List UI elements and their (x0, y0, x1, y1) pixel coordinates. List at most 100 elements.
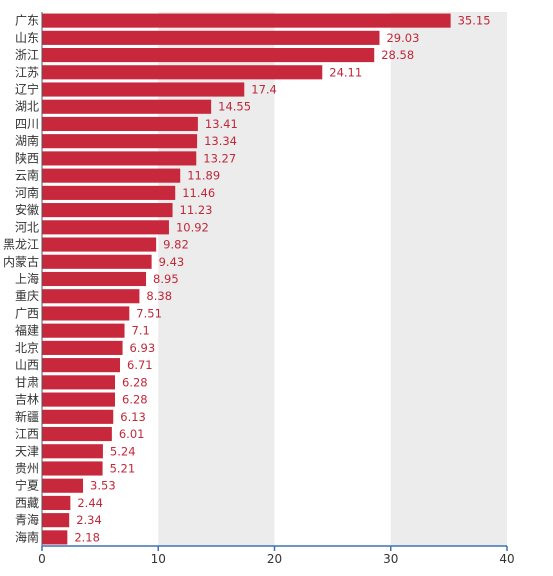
bar (42, 48, 375, 63)
value-label: 6.01 (119, 427, 145, 441)
x-tick-label: 40 (499, 552, 514, 566)
x-tick-label: 20 (267, 552, 282, 566)
value-label: 35.15 (458, 14, 491, 28)
category-label: 湖北 (15, 99, 39, 114)
bar (42, 306, 130, 321)
bar (42, 151, 197, 166)
value-label: 11.46 (182, 186, 215, 200)
bar (42, 254, 152, 269)
value-labels: 35.15 29.03 28.58 24.11 17.414.55 13.41 13.34 1… (74, 14, 490, 545)
bar (42, 530, 68, 545)
value-label: 6.28 (122, 393, 148, 407)
bar (42, 237, 157, 252)
category-label: 上海 (15, 271, 39, 286)
category-label: 江西 (15, 427, 39, 441)
category-label: 山西 (15, 358, 39, 372)
category-label: 宁夏 (15, 478, 39, 493)
value-label: 6.93 (130, 341, 156, 355)
value-label: 28.58 (381, 48, 414, 62)
bar (42, 220, 169, 235)
grid-bands (158, 12, 507, 546)
value-label: 7.51 (136, 306, 162, 320)
category-label: 新疆 (15, 409, 39, 424)
value-label: 6.13 (120, 410, 146, 424)
category-label: 天津 (15, 444, 39, 458)
category-label: 山东 (15, 31, 39, 45)
category-label: 甘肃 (15, 375, 39, 389)
bar (42, 99, 212, 114)
category-label: 广东 (15, 14, 39, 28)
category-label: 吉林 (15, 393, 39, 407)
value-label: 17.4 (251, 83, 277, 97)
value-label: 9.43 (159, 255, 185, 269)
bar (42, 30, 380, 45)
value-label: 10.92 (176, 220, 209, 234)
value-label: 14.55 (218, 100, 251, 114)
bars (42, 13, 451, 545)
bar (42, 134, 198, 149)
value-label: 13.34 (204, 134, 237, 148)
value-label: 3.53 (90, 479, 116, 493)
bar (42, 375, 116, 390)
bar (42, 13, 451, 28)
category-label: 云南 (15, 168, 39, 183)
category-label: 江苏 (15, 65, 39, 79)
value-label: 2.34 (76, 513, 102, 527)
category-label: 北京 (15, 341, 39, 355)
bar (42, 116, 198, 132)
category-label: 湖南 (15, 133, 39, 148)
bar (42, 340, 123, 355)
category-label: 青海 (15, 512, 39, 527)
grid-band (390, 12, 507, 546)
bar (42, 426, 112, 442)
value-label: 7.1 (132, 324, 150, 338)
value-label: 13.41 (205, 117, 238, 131)
value-label: 29.03 (386, 31, 419, 45)
bar (42, 289, 140, 304)
value-label: 11.89 (187, 169, 220, 183)
bar (42, 392, 116, 407)
value-label: 5.24 (110, 444, 136, 458)
x-tick-label: 30 (383, 552, 398, 566)
category-label: 内蒙古 (3, 254, 39, 269)
axes (41, 12, 508, 551)
category-label: 广西 (15, 306, 39, 320)
bar (42, 409, 114, 424)
value-label: 8.95 (153, 272, 179, 286)
category-label: 西藏 (15, 496, 39, 510)
category-label: 安徽 (15, 202, 39, 217)
bar (42, 271, 147, 287)
category-label: 黑龙江 (3, 238, 39, 252)
bar (42, 513, 70, 528)
category-label: 福建 (15, 323, 39, 338)
category-labels: 广东山东浙江江苏辽宁湖北四川湖南陕西云南河南安徽河北黑龙江内蒙古上海重庆广西福建… (3, 14, 39, 545)
category-label: 贵州 (15, 461, 39, 475)
value-label: 5.21 (110, 461, 136, 475)
x-tick-label: 10 (151, 552, 166, 566)
value-label: 2.18 (74, 530, 100, 544)
bar (42, 358, 121, 373)
bar (42, 495, 71, 510)
category-label: 河南 (15, 185, 39, 200)
bar (42, 203, 173, 218)
category-label: 辽宁 (15, 82, 39, 97)
category-label: 浙江 (15, 48, 39, 62)
value-label: 8.38 (146, 289, 172, 303)
category-label: 四川 (15, 117, 39, 131)
value-label: 2.44 (77, 496, 103, 510)
value-label: 6.71 (127, 358, 153, 372)
value-label: 13.27 (203, 151, 236, 165)
bar (42, 461, 103, 476)
bar (42, 185, 176, 200)
value-label: 9.82 (163, 238, 189, 252)
category-label: 河北 (15, 220, 39, 234)
bar (42, 323, 125, 338)
bar (42, 82, 245, 97)
tick-labels: 0 10 20 30 40 (38, 552, 514, 566)
category-label: 陕西 (15, 150, 39, 165)
category-label: 海南 (15, 529, 39, 544)
value-label: 11.23 (180, 203, 213, 217)
bar (42, 65, 323, 80)
bar (42, 168, 181, 183)
